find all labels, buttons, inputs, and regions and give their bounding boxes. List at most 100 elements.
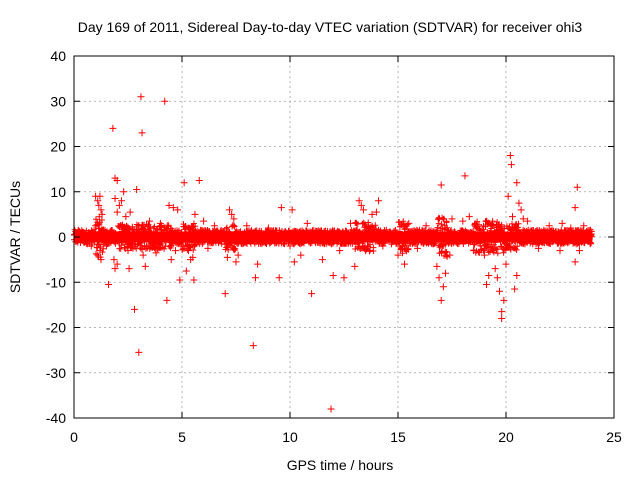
- data-point: [156, 219, 164, 227]
- data-point: [470, 247, 478, 255]
- data-point: [357, 201, 365, 209]
- y-tick-label: 40: [50, 48, 66, 64]
- data-point: [113, 208, 121, 216]
- data-point: [110, 256, 118, 264]
- data-point: [480, 251, 488, 259]
- data-point: [297, 251, 305, 259]
- y-tick-label: -30: [46, 365, 66, 381]
- y-tick-labels: -40 -30 -20 -10 0 10 20 30 40: [46, 48, 66, 426]
- data-point: [102, 242, 110, 250]
- data-point: [379, 242, 387, 250]
- x-tick-labels: 0 5 10 15 20 25: [70, 429, 622, 445]
- data-point: [308, 290, 316, 298]
- data-point: [111, 265, 119, 273]
- data-point: [184, 247, 192, 255]
- chart-title: Day 169 of 2011, Sidereal Day-to-day VTE…: [78, 19, 583, 35]
- data-point: [437, 296, 445, 304]
- data-point: [435, 274, 443, 282]
- data-point: [502, 260, 510, 268]
- data-point: [126, 208, 134, 216]
- data-point: [94, 251, 102, 259]
- data-point: [264, 224, 272, 232]
- data-point: [96, 192, 104, 200]
- data-point: [137, 93, 145, 101]
- data-point: [249, 342, 257, 350]
- data-point: [182, 267, 190, 275]
- data-point: [243, 222, 251, 230]
- data-point: [189, 253, 197, 261]
- data-point: [346, 219, 354, 227]
- data-point: [580, 222, 588, 230]
- data-point: [92, 222, 100, 230]
- data-point: [94, 197, 102, 205]
- data-points-layer: [74, 93, 594, 413]
- data-point: [174, 206, 182, 214]
- data-point: [290, 258, 298, 266]
- data-point: [507, 161, 515, 169]
- data-point: [232, 258, 240, 266]
- data-point: [511, 285, 519, 293]
- data-point: [448, 215, 456, 223]
- data-point: [141, 262, 149, 270]
- data-point: [97, 256, 105, 264]
- data-point: [506, 152, 514, 160]
- y-tick-label: -20: [46, 320, 66, 336]
- data-point: [111, 195, 119, 203]
- data-point: [275, 274, 283, 282]
- data-point: [130, 305, 138, 313]
- y-tick-label: 10: [50, 184, 66, 200]
- data-point: [545, 222, 553, 230]
- data-point: [524, 217, 532, 225]
- data-point: [459, 217, 467, 225]
- data-point: [226, 206, 234, 214]
- data-point: [405, 219, 413, 227]
- data-point: [191, 210, 199, 218]
- data-point: [519, 215, 527, 223]
- data-point: [251, 274, 259, 282]
- data-point: [138, 129, 146, 137]
- x-tick-label: 20: [498, 429, 514, 445]
- data-point: [437, 181, 445, 189]
- data-point: [422, 222, 430, 230]
- data-point: [74, 226, 82, 234]
- data-point: [556, 247, 564, 255]
- data-point: [286, 242, 294, 250]
- data-point: [491, 265, 499, 273]
- data-point: [567, 224, 575, 232]
- data-point: [517, 206, 525, 214]
- data-point: [180, 179, 188, 187]
- data-point: [340, 274, 348, 282]
- x-axis-label: GPS time / hours: [287, 457, 394, 473]
- y-tick-label: 0: [58, 229, 66, 245]
- data-point: [368, 210, 376, 218]
- data-point: [513, 271, 521, 279]
- y-tick-label: 20: [50, 139, 66, 155]
- data-point: [534, 244, 542, 252]
- data-point: [135, 348, 143, 356]
- data-point: [496, 287, 504, 295]
- x-tick-label: 25: [606, 429, 622, 445]
- data-point: [254, 260, 262, 268]
- data-point: [115, 201, 123, 209]
- data-point: [372, 208, 380, 216]
- y-axis-label: SDTVAR / TECUs: [7, 181, 23, 293]
- data-point: [359, 206, 367, 214]
- data-point: [433, 262, 441, 270]
- data-point: [558, 219, 566, 227]
- data-point: [139, 251, 147, 259]
- x-tick-label: 10: [282, 429, 298, 445]
- data-point: [362, 247, 370, 255]
- data-point: [277, 204, 285, 212]
- data-point: [124, 247, 132, 255]
- x-tick-label: 5: [178, 429, 186, 445]
- data-point: [76, 238, 84, 246]
- data-band-core: [74, 231, 593, 243]
- data-point: [105, 281, 113, 289]
- data-point: [500, 296, 508, 304]
- data-point: [573, 183, 581, 191]
- data-point: [133, 185, 141, 193]
- data-point: [318, 256, 326, 264]
- data-point: [230, 215, 238, 223]
- data-point: [165, 201, 173, 209]
- data-point: [125, 265, 133, 273]
